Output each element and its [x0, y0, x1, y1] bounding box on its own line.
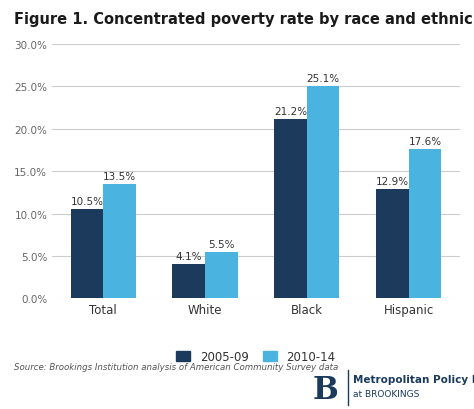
Text: Figure 1. Concentrated poverty rate by race and ethnicity: Figure 1. Concentrated poverty rate by r… — [14, 12, 474, 27]
Bar — [71, 210, 103, 299]
Legend: 2005-09, 2010-14: 2005-09, 2010-14 — [176, 350, 336, 363]
Text: 12.9%: 12.9% — [376, 177, 409, 187]
Text: 25.1%: 25.1% — [307, 74, 340, 83]
Text: 4.1%: 4.1% — [175, 251, 202, 261]
Text: 21.2%: 21.2% — [274, 106, 307, 117]
Bar — [307, 86, 339, 299]
Bar — [205, 252, 237, 299]
Text: Metropolitan Policy Program: Metropolitan Policy Program — [353, 374, 474, 384]
Bar — [409, 150, 441, 299]
Text: Source: Brookings Institution analysis of American Community Survey data: Source: Brookings Institution analysis o… — [14, 362, 338, 371]
Text: 17.6%: 17.6% — [409, 137, 441, 147]
Text: 13.5%: 13.5% — [103, 171, 136, 182]
Text: 5.5%: 5.5% — [208, 239, 235, 249]
Bar — [173, 264, 205, 299]
Text: at BROOKINGS: at BROOKINGS — [353, 389, 419, 398]
Bar — [376, 189, 409, 299]
Text: B: B — [313, 374, 338, 405]
Bar — [274, 119, 307, 299]
Bar — [103, 184, 136, 299]
Text: 10.5%: 10.5% — [71, 197, 103, 207]
